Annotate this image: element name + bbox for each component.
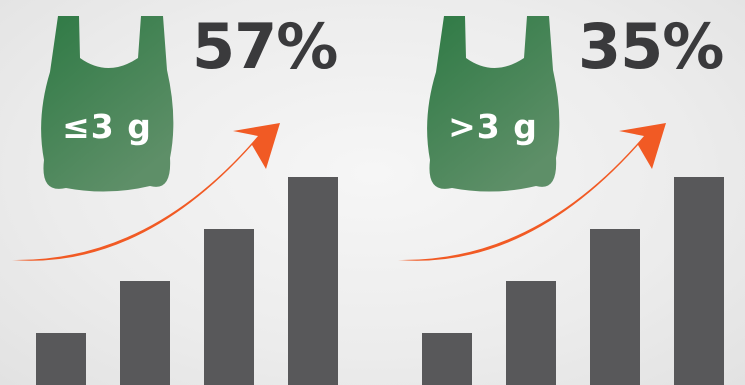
- bag-weight-label: ≤3 g: [62, 107, 152, 146]
- bar-4: [674, 177, 724, 385]
- bar-group: [422, 177, 724, 385]
- bar-3: [590, 229, 640, 385]
- panel-heavy-bags: >3 g 35%: [386, 0, 745, 385]
- bar-1: [422, 333, 472, 385]
- headline-percentage: 35%: [578, 10, 724, 83]
- panel-light-bags: ≤3 g 57%: [0, 0, 372, 385]
- bar-2: [506, 281, 556, 385]
- headline-percentage: 57%: [192, 10, 338, 83]
- bar-3: [204, 229, 254, 385]
- panel-art: [398, 16, 724, 385]
- bar-4: [288, 177, 338, 385]
- plastic-bag-icon: [427, 16, 560, 192]
- panel-art: [12, 16, 338, 385]
- plastic-bag-icon: [41, 16, 174, 192]
- bar-1: [36, 333, 86, 385]
- bag-weight-label: >3 g: [448, 107, 538, 146]
- bar-group: [36, 177, 338, 385]
- bar-2: [120, 281, 170, 385]
